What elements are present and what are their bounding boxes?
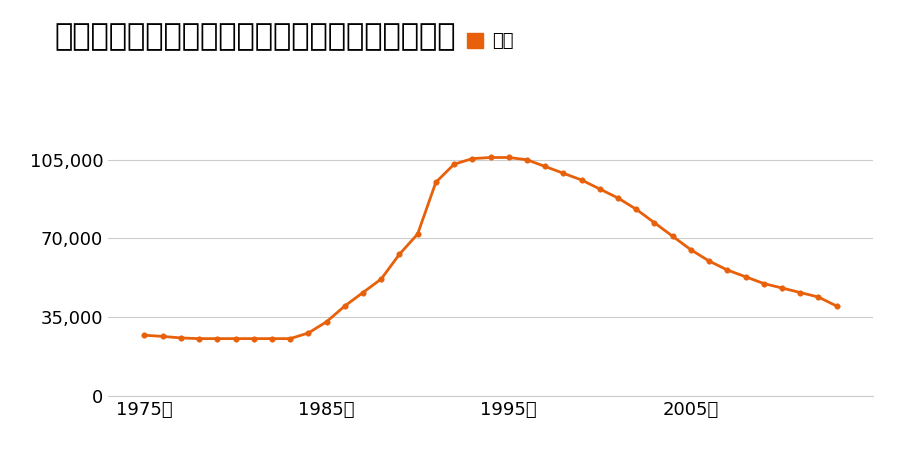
Text: 茨城県日立市大久保町字孫１１２４番の地価推移: 茨城県日立市大久保町字孫１１２４番の地価推移	[54, 22, 455, 51]
Legend: 価格: 価格	[467, 32, 514, 50]
